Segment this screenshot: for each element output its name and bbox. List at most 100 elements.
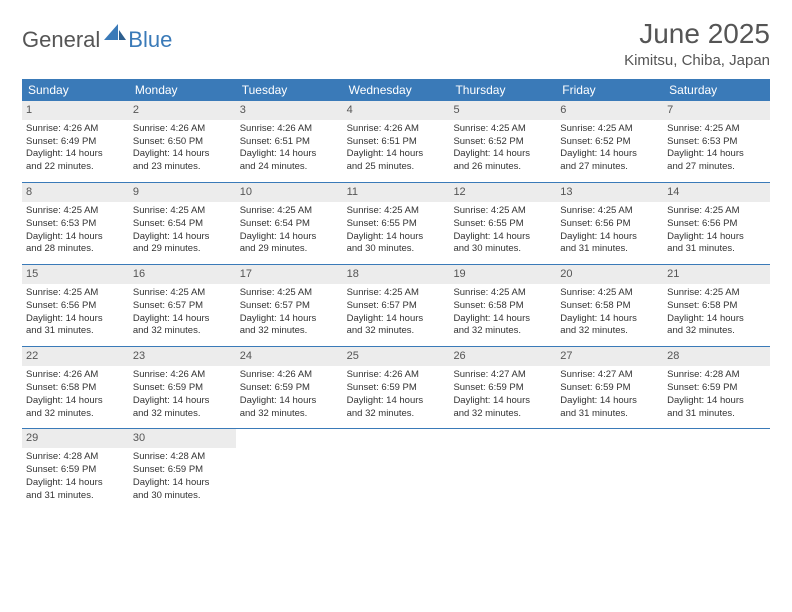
day-number: 19 <box>449 265 556 284</box>
daylight-text: Daylight: 14 hours <box>26 148 125 161</box>
daylight-text: and 30 minutes. <box>133 490 232 503</box>
sunrise-text: Sunrise: 4:25 AM <box>453 287 552 300</box>
sunrise-text: Sunrise: 4:26 AM <box>347 123 446 136</box>
day-cell: . <box>663 429 770 510</box>
sunset-text: Sunset: 6:59 PM <box>133 464 232 477</box>
daylight-text: and 32 minutes. <box>667 325 766 338</box>
day-number: 17 <box>236 265 343 284</box>
daylight-text: Daylight: 14 hours <box>26 477 125 490</box>
day-number: 13 <box>556 183 663 202</box>
sunrise-text: Sunrise: 4:25 AM <box>453 123 552 136</box>
day-cell: 1Sunrise: 4:26 AMSunset: 6:49 PMDaylight… <box>22 101 129 182</box>
logo-text-general: General <box>22 27 100 53</box>
weekday-header: Wednesday <box>343 79 450 101</box>
day-cell: 25Sunrise: 4:26 AMSunset: 6:59 PMDayligh… <box>343 347 450 428</box>
week-row: 8Sunrise: 4:25 AMSunset: 6:53 PMDaylight… <box>22 183 770 265</box>
daylight-text: Daylight: 14 hours <box>453 313 552 326</box>
week-row: 15Sunrise: 4:25 AMSunset: 6:56 PMDayligh… <box>22 265 770 347</box>
daylight-text: and 26 minutes. <box>453 161 552 174</box>
weekday-header: Sunday <box>22 79 129 101</box>
day-number: 4 <box>343 101 450 120</box>
daylight-text: and 31 minutes. <box>667 408 766 421</box>
day-cell: . <box>343 429 450 510</box>
daylight-text: Daylight: 14 hours <box>667 395 766 408</box>
day-number: 8 <box>22 183 129 202</box>
day-cell: 23Sunrise: 4:26 AMSunset: 6:59 PMDayligh… <box>129 347 236 428</box>
sunrise-text: Sunrise: 4:25 AM <box>667 123 766 136</box>
daylight-text: Daylight: 14 hours <box>240 148 339 161</box>
sunset-text: Sunset: 6:59 PM <box>240 382 339 395</box>
day-cell: 27Sunrise: 4:27 AMSunset: 6:59 PMDayligh… <box>556 347 663 428</box>
day-cell: 3Sunrise: 4:26 AMSunset: 6:51 PMDaylight… <box>236 101 343 182</box>
day-cell: 15Sunrise: 4:25 AMSunset: 6:56 PMDayligh… <box>22 265 129 346</box>
day-number: 21 <box>663 265 770 284</box>
day-number: 23 <box>129 347 236 366</box>
daylight-text: Daylight: 14 hours <box>133 395 232 408</box>
day-cell: 16Sunrise: 4:25 AMSunset: 6:57 PMDayligh… <box>129 265 236 346</box>
day-cell: 14Sunrise: 4:25 AMSunset: 6:56 PMDayligh… <box>663 183 770 264</box>
sunrise-text: Sunrise: 4:25 AM <box>667 205 766 218</box>
daylight-text: Daylight: 14 hours <box>26 395 125 408</box>
sunset-text: Sunset: 6:59 PM <box>26 464 125 477</box>
day-number: 22 <box>22 347 129 366</box>
day-number: 7 <box>663 101 770 120</box>
day-cell: . <box>556 429 663 510</box>
sunrise-text: Sunrise: 4:25 AM <box>240 287 339 300</box>
daylight-text: Daylight: 14 hours <box>667 148 766 161</box>
daylight-text: and 32 minutes. <box>560 325 659 338</box>
sunset-text: Sunset: 6:59 PM <box>133 382 232 395</box>
daylight-text: Daylight: 14 hours <box>133 148 232 161</box>
week-row: 1Sunrise: 4:26 AMSunset: 6:49 PMDaylight… <box>22 101 770 183</box>
weekday-header: Friday <box>556 79 663 101</box>
daylight-text: Daylight: 14 hours <box>347 231 446 244</box>
header: General Blue June 2025 Kimitsu, Chiba, J… <box>22 18 770 69</box>
sunrise-text: Sunrise: 4:25 AM <box>26 287 125 300</box>
sunrise-text: Sunrise: 4:28 AM <box>667 369 766 382</box>
daylight-text: Daylight: 14 hours <box>453 148 552 161</box>
sunset-text: Sunset: 6:56 PM <box>26 300 125 313</box>
sunrise-text: Sunrise: 4:25 AM <box>133 205 232 218</box>
sunset-text: Sunset: 6:58 PM <box>453 300 552 313</box>
day-cell: 4Sunrise: 4:26 AMSunset: 6:51 PMDaylight… <box>343 101 450 182</box>
sunrise-text: Sunrise: 4:25 AM <box>26 205 125 218</box>
daylight-text: and 23 minutes. <box>133 161 232 174</box>
weekday-header: Tuesday <box>236 79 343 101</box>
logo-sail-icon <box>104 24 126 45</box>
sunrise-text: Sunrise: 4:25 AM <box>560 205 659 218</box>
daylight-text: and 32 minutes. <box>453 408 552 421</box>
daylight-text: Daylight: 14 hours <box>453 395 552 408</box>
daylight-text: and 32 minutes. <box>453 325 552 338</box>
day-cell: 9Sunrise: 4:25 AMSunset: 6:54 PMDaylight… <box>129 183 236 264</box>
daylight-text: Daylight: 14 hours <box>667 231 766 244</box>
weekday-header: Saturday <box>663 79 770 101</box>
sunrise-text: Sunrise: 4:26 AM <box>347 369 446 382</box>
sunrise-text: Sunrise: 4:26 AM <box>26 369 125 382</box>
logo-text-blue: Blue <box>128 27 172 53</box>
daylight-text: and 32 minutes. <box>240 408 339 421</box>
day-cell: 28Sunrise: 4:28 AMSunset: 6:59 PMDayligh… <box>663 347 770 428</box>
sunrise-text: Sunrise: 4:25 AM <box>667 287 766 300</box>
daylight-text: Daylight: 14 hours <box>560 313 659 326</box>
day-cell: 18Sunrise: 4:25 AMSunset: 6:57 PMDayligh… <box>343 265 450 346</box>
sunrise-text: Sunrise: 4:25 AM <box>453 205 552 218</box>
daylight-text: Daylight: 14 hours <box>453 231 552 244</box>
day-cell: 17Sunrise: 4:25 AMSunset: 6:57 PMDayligh… <box>236 265 343 346</box>
sunset-text: Sunset: 6:59 PM <box>453 382 552 395</box>
sunset-text: Sunset: 6:56 PM <box>560 218 659 231</box>
day-cell: 10Sunrise: 4:25 AMSunset: 6:54 PMDayligh… <box>236 183 343 264</box>
daylight-text: and 25 minutes. <box>347 161 446 174</box>
day-cell: 13Sunrise: 4:25 AMSunset: 6:56 PMDayligh… <box>556 183 663 264</box>
day-cell: 30Sunrise: 4:28 AMSunset: 6:59 PMDayligh… <box>129 429 236 510</box>
day-number: 9 <box>129 183 236 202</box>
sunset-text: Sunset: 6:51 PM <box>347 136 446 149</box>
daylight-text: and 24 minutes. <box>240 161 339 174</box>
week-row: 29Sunrise: 4:28 AMSunset: 6:59 PMDayligh… <box>22 429 770 510</box>
day-number: 20 <box>556 265 663 284</box>
sunset-text: Sunset: 6:56 PM <box>667 218 766 231</box>
sunset-text: Sunset: 6:50 PM <box>133 136 232 149</box>
location-text: Kimitsu, Chiba, Japan <box>624 52 770 69</box>
day-number: 2 <box>129 101 236 120</box>
sunset-text: Sunset: 6:52 PM <box>453 136 552 149</box>
sunset-text: Sunset: 6:54 PM <box>240 218 339 231</box>
day-number: 25 <box>343 347 450 366</box>
